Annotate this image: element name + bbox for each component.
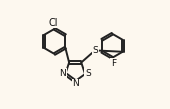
Text: N: N — [59, 69, 66, 78]
Text: S: S — [92, 46, 98, 55]
Text: F: F — [111, 59, 116, 68]
Text: Cl: Cl — [49, 18, 58, 28]
Text: S: S — [85, 69, 91, 78]
Text: N: N — [72, 79, 79, 88]
